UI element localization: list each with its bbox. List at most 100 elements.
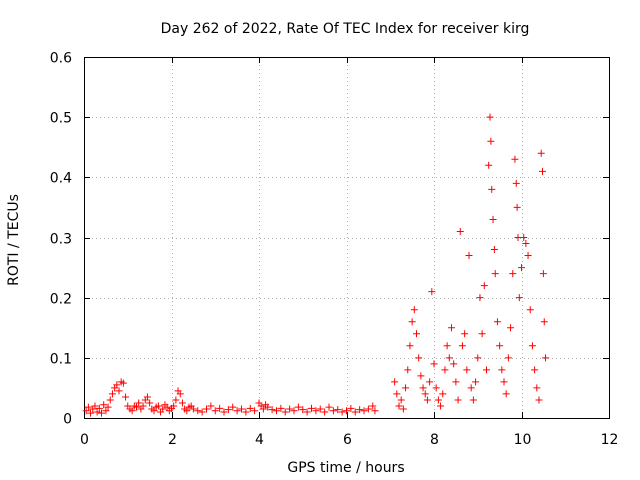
- data-point: [515, 294, 523, 302]
- x-axis-ticks: 0 2 4 6 8 10 12: [80, 57, 618, 448]
- data-point: [469, 396, 477, 404]
- data-point: [531, 366, 539, 374]
- data-point: [483, 366, 490, 374]
- data-point: [504, 354, 512, 362]
- data-point: [308, 404, 315, 412]
- x-tick-label: 10: [514, 432, 532, 448]
- data-point: [143, 393, 151, 401]
- data-point: [432, 384, 440, 392]
- data-point: [82, 407, 90, 415]
- x-tick-label: 4: [255, 432, 264, 448]
- y-tick-label: 0.1: [50, 352, 72, 368]
- data-point: [106, 396, 114, 404]
- data-point: [535, 396, 543, 404]
- data-point: [351, 408, 359, 416]
- data-point: [170, 402, 178, 410]
- data-point: [183, 407, 191, 415]
- data-point: [128, 407, 136, 415]
- data-point: [338, 408, 346, 416]
- x-tick-label: 6: [343, 432, 352, 448]
- data-point: [428, 288, 436, 296]
- data-point: [439, 390, 447, 398]
- data-point: [426, 378, 434, 386]
- data-point: [421, 390, 429, 398]
- data-point: [224, 406, 232, 414]
- data-point: [325, 403, 333, 411]
- y-tick-label: 0.5: [50, 111, 72, 127]
- data-point: [229, 403, 237, 411]
- x-tick-label: 12: [601, 432, 619, 448]
- chart-title: Day 262 of 2022, Rate Of TEC Index for r…: [161, 21, 530, 37]
- data-point: [454, 396, 462, 404]
- data-point: [102, 407, 110, 415]
- data-point: [264, 403, 272, 411]
- data-point: [408, 318, 416, 326]
- data-point: [281, 408, 289, 416]
- data-point: [277, 404, 285, 412]
- data-point: [268, 406, 276, 414]
- data-point: [100, 401, 108, 409]
- data-point: [458, 342, 466, 350]
- y-tick-label: 0: [63, 412, 72, 428]
- data-point: [133, 403, 140, 411]
- data-point: [98, 409, 105, 417]
- data-point: [347, 404, 355, 412]
- data-point: [294, 403, 302, 411]
- data-point: [511, 155, 519, 163]
- data-point: [194, 407, 202, 415]
- data-point: [537, 149, 545, 157]
- data-point: [207, 402, 215, 410]
- data-point: [539, 167, 546, 175]
- data-point: [463, 366, 471, 374]
- data-point: [189, 405, 197, 413]
- data-point: [391, 378, 399, 386]
- data-point: [139, 402, 147, 410]
- data-point: [203, 405, 210, 413]
- grid-lines: [84, 57, 609, 418]
- data-point: [461, 330, 469, 338]
- data-point: [108, 390, 116, 398]
- data-point: [303, 408, 311, 416]
- data-point: [329, 407, 337, 415]
- data-point: [406, 342, 414, 350]
- data-point: [93, 408, 101, 416]
- data-point: [522, 240, 530, 248]
- data-point: [502, 390, 510, 398]
- data-point: [360, 407, 368, 415]
- data-point: [410, 306, 418, 314]
- x-tick-label: 0: [80, 432, 89, 448]
- data-point: [540, 318, 548, 326]
- data-point: [321, 408, 329, 416]
- data-point: [512, 179, 520, 187]
- data-point: [487, 137, 495, 145]
- data-point: [286, 405, 294, 413]
- data-point: [493, 318, 501, 326]
- data-point: [491, 270, 499, 278]
- data-point: [399, 405, 407, 413]
- data-point: [220, 408, 228, 416]
- data-point: [216, 404, 224, 412]
- data-point: [113, 381, 121, 389]
- data-point: [178, 399, 186, 407]
- data-point: [500, 378, 508, 386]
- data-point: [526, 306, 534, 314]
- data-point: [452, 378, 460, 386]
- data-point: [456, 227, 464, 235]
- y-tick-label: 0.3: [50, 232, 72, 248]
- data-point: [246, 404, 254, 412]
- y-tick-label: 0.2: [50, 292, 72, 308]
- data-point: [159, 405, 167, 413]
- data-point: [115, 387, 123, 395]
- data-point: [498, 366, 506, 374]
- data-point: [364, 405, 372, 413]
- data-point: [485, 161, 493, 169]
- data-point: [417, 372, 425, 380]
- data-point: [122, 393, 130, 401]
- data-point: [251, 407, 259, 415]
- data-point: [290, 407, 298, 415]
- data-point: [356, 406, 364, 414]
- data-point: [395, 402, 403, 410]
- data-point: [430, 360, 438, 368]
- data-point: [163, 403, 171, 411]
